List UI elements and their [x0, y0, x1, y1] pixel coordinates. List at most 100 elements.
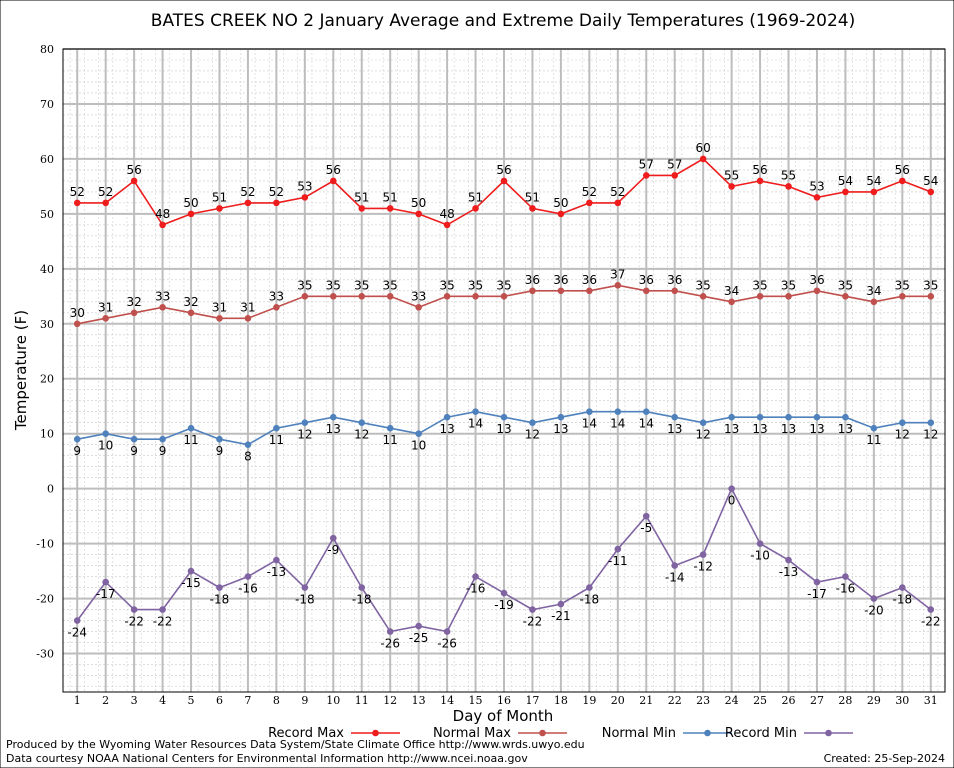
record-max-data-label: 52	[269, 185, 284, 199]
normal-max-data-label: 34	[866, 284, 881, 298]
record-max-data-label: 51	[468, 190, 483, 204]
normal-max-point	[813, 287, 821, 295]
normal-max-point	[329, 293, 337, 300]
record-min-data-label: -18	[295, 593, 315, 607]
normal-max-point	[728, 298, 735, 306]
normal-min-point	[273, 424, 280, 432]
footer-producer: Produced by the Wyoming Water Resources …	[6, 738, 585, 751]
record-min-data-label: -22	[523, 615, 543, 629]
normal-max-point	[529, 287, 536, 295]
normal-min-data-label: 12	[923, 428, 938, 442]
record-min-point	[73, 617, 81, 624]
data-labels: 52 52 56 48 50 51 52 52 53 56 51 51 50 48 51 56 51 50 52 52…	[67, 141, 940, 651]
normal-min-data-label: 13	[439, 422, 454, 436]
x-tick-label: 6	[216, 694, 223, 707]
normal-max-data-label: 37	[610, 267, 625, 281]
record-min-point	[842, 573, 849, 580]
record-min-data-label: -15	[181, 576, 201, 590]
legend-marker-normal-min	[704, 729, 711, 737]
record-min-point	[102, 578, 109, 586]
record-max-point	[756, 177, 764, 185]
normal-max-data-label: 33	[269, 289, 284, 303]
record-max-data-label: 50	[553, 196, 568, 210]
record-min-data-label: -22	[921, 615, 941, 629]
x-axis-label: Day of Month	[453, 707, 554, 725]
record-min-data-label: -17	[96, 587, 116, 601]
normal-min-point	[927, 419, 935, 427]
y-axis-ticks: 80 70 60 50 40 30 20 10 0 -10 -20 -30	[36, 43, 54, 661]
x-tick-label: 3	[131, 694, 138, 707]
y-tick-label: 40	[40, 263, 54, 276]
record-max-data-label: 57	[667, 157, 682, 171]
normal-max-point	[443, 293, 451, 300]
record-max-data-label: 50	[411, 196, 426, 210]
record-max-data-label: 52	[98, 185, 113, 199]
record-max-point	[472, 205, 479, 212]
y-tick-label: -10	[36, 538, 54, 551]
normal-min-point	[472, 408, 479, 416]
normal-min-point	[358, 419, 366, 427]
y-tick-label: 60	[40, 153, 54, 166]
record-min-point	[699, 551, 707, 558]
record-min-point	[614, 545, 622, 553]
normal-max-point	[130, 309, 138, 317]
normal-max-data-label: 35	[354, 278, 369, 292]
normal-max-point	[273, 303, 280, 311]
record-min-data-label: -18	[210, 593, 230, 607]
normal-max-data-label: 35	[297, 278, 312, 292]
normal-min-point	[842, 413, 849, 421]
normal-min-data-label: 13	[752, 422, 767, 436]
normal-min-data-label: 13	[496, 422, 511, 436]
normal-max-data-label: 35	[923, 278, 938, 292]
normal-min-data-label: 13	[781, 422, 796, 436]
normal-max-point	[557, 287, 565, 295]
record-min-point	[415, 622, 422, 630]
y-axis-label: Temperature (F)	[12, 310, 30, 431]
record-min-data-label: -12	[693, 560, 713, 574]
record-max-point	[699, 155, 707, 163]
normal-max-point	[899, 293, 906, 300]
normal-min-point	[642, 408, 650, 416]
record-max-point	[614, 199, 622, 207]
x-tick-label: 18	[554, 694, 568, 707]
normal-min-data-label: 13	[553, 422, 568, 436]
normal-min-point	[529, 419, 536, 427]
normal-max-data-label: 36	[553, 273, 568, 287]
normal-min-point	[699, 419, 707, 427]
record-max-point	[642, 172, 650, 179]
normal-min-data-label: 11	[383, 433, 398, 447]
y-tick-label: 0	[47, 483, 54, 496]
normal-max-data-label: 35	[895, 278, 910, 292]
normal-min-point	[102, 430, 109, 438]
normal-max-data-label: 35	[326, 278, 341, 292]
normal-max-point	[642, 287, 650, 295]
normal-max-data-label: 31	[98, 300, 113, 314]
record-max-data-label: 51	[383, 190, 398, 204]
normal-min-data-label: 14	[582, 417, 597, 431]
normal-min-data-label: 13	[809, 422, 824, 436]
normal-min-point	[329, 413, 337, 421]
record-max-data-label: 56	[326, 163, 341, 177]
record-min-point	[500, 589, 508, 597]
record-max-data-label: 60	[696, 141, 711, 155]
record-min-data-label: -10	[750, 549, 770, 563]
normal-min-data-label: 9	[130, 444, 138, 458]
normal-min-point	[73, 435, 81, 443]
normal-max-data-label: 36	[525, 273, 540, 287]
legend-marker-record-max	[372, 729, 379, 737]
x-tick-label: 5	[188, 694, 195, 707]
normal-max-data-label: 35	[752, 278, 767, 292]
record-max-point	[728, 183, 735, 190]
record-min-point	[273, 556, 280, 564]
record-max-data-label: 56	[895, 163, 910, 177]
normal-max-data-label: 36	[667, 273, 682, 287]
normal-max-point	[586, 287, 593, 295]
x-tick-label: 19	[582, 694, 596, 707]
normal-min-point	[187, 424, 195, 432]
record-min-point	[244, 573, 252, 580]
normal-min-data-label: 13	[326, 422, 341, 436]
record-max-data-label: 56	[496, 163, 511, 177]
y-tick-label: 70	[40, 98, 54, 111]
record-max-data-label: 53	[297, 179, 312, 193]
x-tick-label: 22	[668, 694, 682, 707]
